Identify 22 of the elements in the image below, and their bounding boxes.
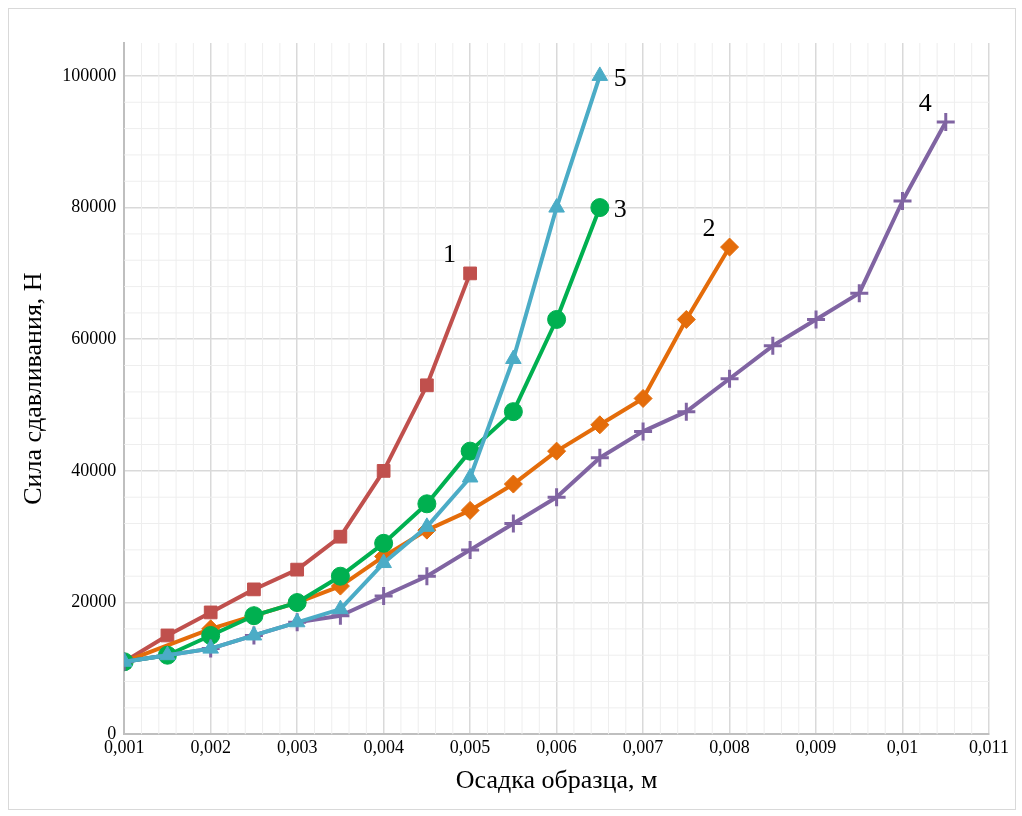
series-label: 3 [613,194,627,224]
x-tick-label: 0,003 [276,736,318,757]
series-label: 4 [918,87,932,117]
y-tick-label: 40000 [71,459,117,480]
series-label: 2 [702,212,716,242]
x-axis-title: Осадка образца, м [455,765,658,795]
y-tick-label: 100000 [62,64,117,85]
y-tick-label: 80000 [71,196,117,217]
series-label: 5 [613,62,627,92]
x-tick-label: 0,002 [190,736,231,757]
y-axis-title: Сила сдавливания, Н [18,272,48,505]
x-tick-label: 0,005 [449,736,491,757]
y-tick-label: 20000 [71,591,117,612]
x-tick-label: 0,007 [622,736,664,757]
y-tick-label: 60000 [71,327,117,348]
x-tick-label: 0,01 [886,736,919,757]
x-tick-label: 0,008 [709,736,750,757]
series-label: 1 [443,239,457,269]
x-tick-label: 0,006 [536,736,577,757]
x-tick-label: 0,009 [795,736,837,757]
x-tick-label: 0,004 [363,736,404,757]
x-tick-label: 0,011 [969,736,1009,757]
